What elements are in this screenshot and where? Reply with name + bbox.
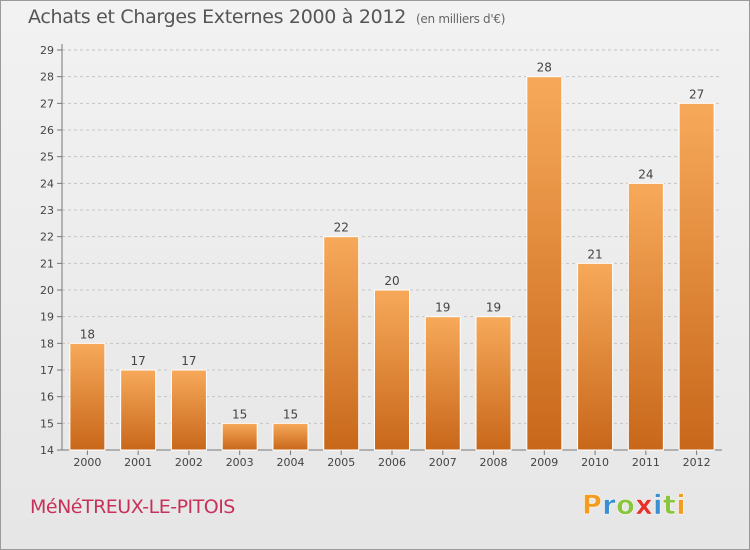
bar [627, 182, 664, 451]
y-tick-label: 26 [40, 124, 54, 137]
bar [221, 422, 258, 451]
x-tick-label: 2007 [429, 456, 457, 469]
y-tick-label: 18 [40, 337, 54, 350]
logo-letter: t [662, 490, 677, 522]
x-tick-label: 2001 [124, 456, 152, 469]
y-tick-label: 19 [40, 311, 54, 324]
bar-value-label: 22 [334, 221, 349, 235]
chart-title-text: Achats et Charges Externes 2000 à 2012 [28, 6, 407, 28]
bar-value-label: 27 [689, 87, 704, 101]
y-tick-label: 29 [40, 44, 54, 57]
bars [69, 76, 715, 451]
y-tick-label: 28 [40, 71, 54, 84]
proxiti-logo[interactable]: Proxiti [582, 490, 687, 522]
logo-letter: P [582, 490, 603, 522]
x-tick-label: 2008 [480, 456, 508, 469]
axes: 14 15 16 17 18 19 20 21 22 23 24 25 26 27 28 29 2000 2001… [40, 44, 722, 469]
bar-value-label: 15 [232, 407, 247, 421]
logo-letter: x [635, 490, 654, 522]
bar [678, 102, 715, 451]
bar-value-label: 21 [587, 247, 602, 261]
y-tick-label: 24 [40, 177, 54, 190]
x-tick-label: 2010 [581, 456, 609, 469]
bar-value-label: 20 [384, 274, 399, 288]
bar-value-label: 15 [283, 407, 298, 421]
bar [475, 316, 512, 451]
y-tick-label: 20 [40, 284, 54, 297]
logo-letter: r [602, 490, 617, 522]
x-tick-label: 2009 [530, 456, 558, 469]
bar [577, 262, 614, 451]
y-tick-label: 23 [40, 204, 54, 217]
logo-letter: i [676, 490, 687, 522]
x-tick-label: 2000 [73, 456, 101, 469]
bar-value-label: 18 [80, 327, 95, 341]
x-tick-label: 2006 [378, 456, 406, 469]
y-tick-label: 25 [40, 151, 54, 164]
town-name: MéNéTREUX-LE-PITOIS [30, 496, 235, 518]
x-tick-label: 2005 [327, 456, 355, 469]
x-tick-label: 2012 [683, 456, 711, 469]
bar [120, 369, 157, 451]
data-labels: 18 17 17 15 15 22 20 19 19 28 21 24 27 [80, 61, 705, 422]
y-tick-label: 14 [40, 444, 54, 457]
x-tick-label: 2004 [276, 456, 304, 469]
x-tick-label: 2011 [632, 456, 660, 469]
y-tick-label: 16 [40, 391, 54, 404]
bar [323, 236, 360, 451]
y-tick-label: 17 [40, 364, 54, 377]
logo-letter: i [653, 490, 663, 522]
bar [526, 76, 563, 451]
bar [170, 369, 207, 451]
x-tick-label: 2003 [226, 456, 254, 469]
bar [374, 289, 410, 451]
y-tick-label: 21 [40, 257, 54, 270]
chart-title: Achats et Charges Externes 2000 à 2012 (e… [28, 6, 505, 28]
bar-value-label: 19 [486, 301, 501, 315]
x-tick-label: 2002 [175, 456, 203, 469]
y-tick-label: 22 [40, 231, 54, 244]
bar-value-label: 17 [131, 354, 146, 368]
bar-value-label: 28 [537, 61, 552, 75]
bar-value-label: 19 [435, 301, 450, 315]
logo-letter: o [616, 490, 636, 522]
y-tick-label: 27 [40, 97, 54, 110]
bar-value-label: 17 [181, 354, 196, 368]
y-tick-label: 15 [40, 417, 54, 430]
bar [272, 422, 309, 451]
chart-unit: (en milliers d'€) [416, 12, 506, 26]
bar [69, 342, 106, 451]
bar-value-label: 24 [638, 167, 653, 181]
bar [424, 316, 461, 451]
